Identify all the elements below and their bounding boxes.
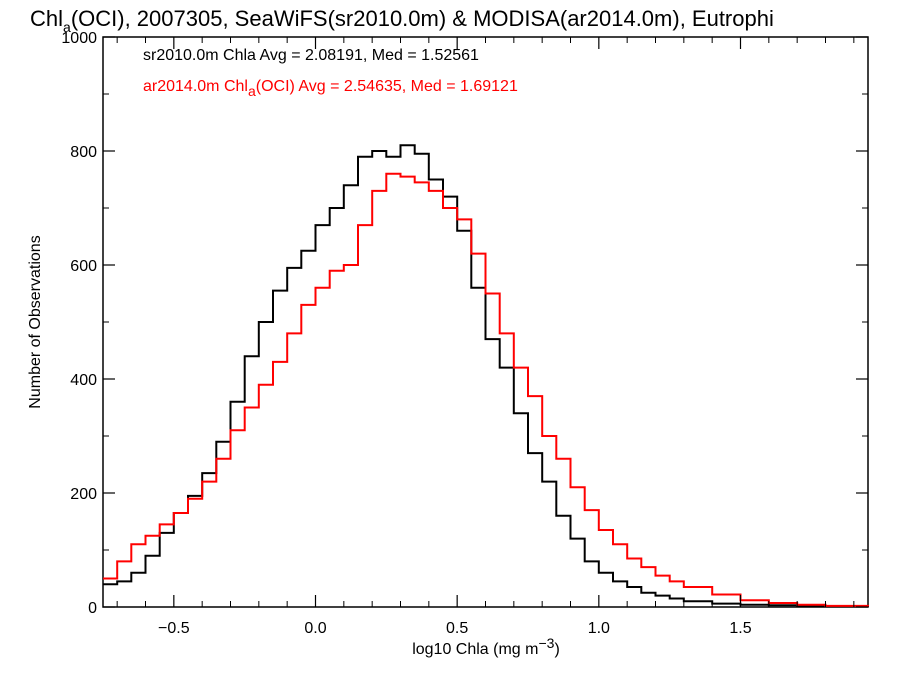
y-tick-label: 0 bbox=[88, 600, 97, 617]
x-tick-label: 0.0 bbox=[304, 620, 326, 637]
x-tick-label: 1.5 bbox=[729, 620, 751, 637]
series-line-0 bbox=[103, 144, 869, 608]
y-tick-label: 800 bbox=[70, 144, 97, 161]
y-tick-label: 1000 bbox=[61, 30, 97, 47]
tick-layer: −0.5 0.0 0.5 1.0 1.5 0 200 400 600 800 1000 bbox=[61, 30, 868, 637]
x-tick-label: 1.0 bbox=[588, 620, 610, 637]
x-tick-label: −0.5 bbox=[158, 620, 190, 637]
chart-title-rest: (OCI), 2007305, SeaWiFS(sr2010.0m) & MOD… bbox=[71, 6, 774, 31]
y-tick-label: 200 bbox=[70, 486, 97, 503]
x-axis-label-suffix: ) bbox=[554, 641, 559, 658]
x-tick-label: 0.5 bbox=[446, 620, 468, 637]
legend-entry-ar2014-subscript: a bbox=[248, 83, 256, 99]
chart-title: Chla(OCI), 2007305, SeaWiFS(sr2010.0m) &… bbox=[30, 6, 774, 35]
chart-title-prefix: Chl bbox=[30, 6, 63, 31]
x-axis-label: log10 Chla (mg m−3) bbox=[412, 635, 560, 658]
x-axis-label-superscript: −3 bbox=[538, 635, 554, 651]
legend-entry-ar2014: ar2014.0m Chla(OCI) Avg = 2.54635, Med =… bbox=[143, 78, 518, 99]
y-axis-label: Number of Observations bbox=[27, 235, 44, 408]
x-axis-label-prefix: log10 Chla (mg m bbox=[412, 641, 538, 658]
legend-entry-ar2014-prefix: ar2014.0m Chl bbox=[143, 78, 248, 95]
series-line-1 bbox=[103, 172, 869, 607]
y-tick-label: 600 bbox=[70, 258, 97, 275]
series-layer bbox=[103, 144, 869, 608]
legend-entry-sr2010: sr2010.0m Chla Avg = 2.08191, Med = 1.52… bbox=[143, 47, 479, 64]
legend-entry-ar2014-rest: (OCI) Avg = 2.54635, Med = 1.69121 bbox=[256, 78, 518, 95]
chart-title-subscript: a bbox=[63, 19, 71, 35]
y-tick-label: 400 bbox=[70, 372, 97, 389]
